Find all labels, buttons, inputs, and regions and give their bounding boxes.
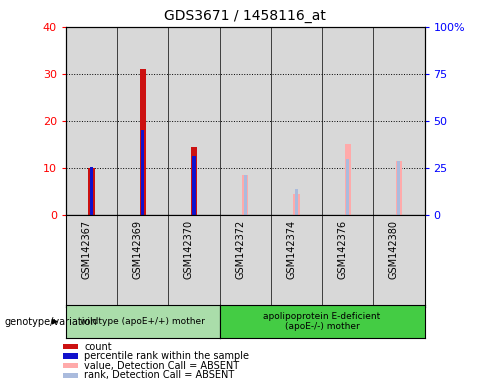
- Text: GSM142369: GSM142369: [133, 220, 143, 279]
- Bar: [220, 27, 271, 215]
- Bar: [295, 189, 298, 215]
- Bar: [63, 344, 78, 349]
- Bar: [88, 168, 95, 215]
- Text: genotype/variation: genotype/variation: [5, 316, 98, 327]
- Text: GSM142367: GSM142367: [81, 220, 92, 279]
- Bar: [396, 161, 402, 215]
- Bar: [117, 27, 168, 215]
- Bar: [63, 372, 78, 378]
- Bar: [168, 27, 220, 215]
- Bar: [63, 363, 78, 369]
- Title: GDS3671 / 1458116_at: GDS3671 / 1458116_at: [164, 9, 326, 23]
- Bar: [63, 353, 78, 359]
- Bar: [345, 144, 351, 215]
- Bar: [244, 175, 247, 215]
- Bar: [192, 156, 196, 215]
- Text: GSM142374: GSM142374: [286, 220, 297, 279]
- Bar: [373, 27, 425, 215]
- Text: count: count: [84, 341, 112, 352]
- Text: GSM142380: GSM142380: [389, 220, 399, 279]
- Text: apolipoprotein E-deficient
(apoE-/-) mother: apolipoprotein E-deficient (apoE-/-) mot…: [264, 312, 381, 331]
- Bar: [191, 147, 197, 215]
- Bar: [140, 69, 146, 215]
- Text: GSM142376: GSM142376: [338, 220, 347, 279]
- Bar: [397, 161, 401, 215]
- Text: GSM142372: GSM142372: [235, 220, 245, 279]
- Bar: [322, 27, 373, 215]
- Bar: [293, 194, 300, 215]
- Text: wildtype (apoE+/+) mother: wildtype (apoE+/+) mother: [81, 317, 205, 326]
- Bar: [271, 27, 322, 215]
- Text: rank, Detection Call = ABSENT: rank, Detection Call = ABSENT: [84, 370, 234, 381]
- Bar: [242, 175, 248, 215]
- Bar: [66, 27, 117, 215]
- Text: value, Detection Call = ABSENT: value, Detection Call = ABSENT: [84, 361, 239, 371]
- Text: percentile rank within the sample: percentile rank within the sample: [84, 351, 249, 361]
- Bar: [141, 131, 144, 215]
- Text: GSM142370: GSM142370: [184, 220, 194, 279]
- Bar: [346, 159, 349, 215]
- Bar: [90, 167, 93, 215]
